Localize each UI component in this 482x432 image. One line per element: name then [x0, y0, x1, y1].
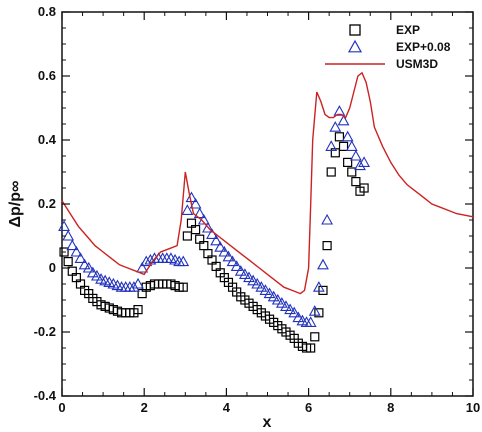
y-tick-label: 0 [49, 260, 56, 275]
data-point-exp-0-08 [218, 245, 231, 257]
x-tick-label: 10 [466, 400, 480, 415]
data-point-exp [190, 225, 201, 235]
y-tick-label: 0.4 [38, 132, 57, 147]
data-point-exp-0-08 [333, 105, 346, 116]
data-point-exp-0-08 [329, 121, 342, 132]
data-point-exp [310, 332, 320, 342]
plot-area [58, 71, 474, 353]
data-point-exp-0-08 [91, 269, 103, 281]
legend-label-exp: EXP [396, 23, 420, 37]
data-point-exp-0-08 [177, 255, 190, 267]
x-axis-label: x [263, 414, 272, 431]
data-point-exp [351, 177, 361, 187]
data-point-exp [318, 285, 328, 295]
y-tick-label: 0.8 [38, 4, 56, 19]
data-point-exp-0-08 [82, 261, 95, 273]
data-point-exp-0-08 [312, 281, 325, 292]
y-tick-label: -0.2 [34, 324, 56, 339]
data-point-exp-0-08 [132, 277, 144, 289]
data-point-exp-0-08 [255, 281, 268, 292]
data-point-exp-0-08 [288, 306, 301, 318]
data-point-exp [63, 257, 73, 267]
data-point-exp-0-08 [189, 197, 202, 209]
data-point-exp-0-08 [78, 258, 91, 270]
data-point-exp [182, 231, 192, 241]
data-point-exp-0-08 [284, 303, 297, 315]
data-point-exp-0-08 [349, 149, 362, 161]
data-point-exp-0-08 [345, 140, 358, 151]
legend-marker-exp [349, 24, 361, 36]
data-point-exp-0-08 [275, 297, 288, 308]
axes: 0 2 4 6 8 10 -0.4 -0.2 0 0.2 0.4 0.6 0.8 [34, 4, 481, 415]
data-point-exp-0-08 [201, 221, 214, 233]
legend-label-exp-0-08: EXP+0.08 [396, 40, 451, 54]
y-tick-label: -0.4 [34, 388, 57, 403]
data-point-exp [178, 282, 188, 292]
data-point-exp-0-08 [181, 204, 194, 215]
x-tick-label: 6 [305, 400, 312, 415]
data-point-exp-0-08 [210, 234, 223, 246]
data-point-exp-0-08 [325, 140, 338, 151]
data-point-exp [334, 132, 345, 142]
legend-marker-exp-0-08 [347, 39, 363, 53]
data-point-exp-0-08 [251, 277, 264, 289]
data-point-exp [326, 167, 336, 177]
data-point-exp-0-08 [267, 290, 280, 302]
x-tick-label: 2 [141, 400, 148, 415]
data-point-exp-0-08 [259, 284, 272, 295]
data-point-exp [338, 141, 349, 151]
data-point-exp-0-08 [222, 250, 235, 262]
y-axis-label: Δp/p∞ [7, 181, 24, 228]
data-point-exp-0-08 [247, 274, 260, 286]
data-point-exp-0-08 [140, 255, 153, 267]
data-point-exp-0-08 [238, 268, 251, 279]
data-point-exp [347, 167, 357, 177]
legend-label-usm3d: USM3D [396, 57, 438, 71]
x-tick-label: 4 [223, 400, 231, 415]
data-point-exp-0-08 [86, 266, 99, 278]
data-point-exp-0-08 [243, 271, 255, 283]
x-tick-label: 8 [387, 400, 394, 415]
data-point-exp-0-08 [136, 261, 149, 273]
data-point-exp-0-08 [214, 241, 227, 252]
data-point-exp-0-08 [354, 159, 366, 171]
data-point-exp-0-08 [317, 258, 329, 270]
data-point-exp [306, 343, 316, 353]
data-point-exp-0-08 [341, 130, 354, 142]
y-tick-label: 0.2 [38, 196, 56, 211]
data-point-exp-0-08 [66, 239, 79, 251]
data-point-exp [359, 183, 369, 193]
data-point-exp-0-08 [280, 300, 292, 311]
data-point-exp-0-08 [70, 245, 83, 257]
data-point-exp-0-08 [226, 255, 239, 267]
data-point-exp-0-08 [321, 213, 334, 225]
data-point-exp [343, 157, 353, 167]
y-tick-label: 0.6 [38, 68, 56, 83]
data-point-exp-0-08 [292, 311, 305, 323]
data-point-exp-0-08 [308, 305, 321, 316]
data-point-exp [133, 305, 143, 315]
data-point-exp-0-08 [74, 252, 87, 263]
data-point-exp-0-08 [230, 260, 243, 271]
x-tick-label: 0 [58, 400, 65, 415]
data-point-exp-0-08 [337, 114, 350, 126]
data-point-exp-0-08 [304, 316, 317, 327]
data-point-exp [314, 308, 324, 318]
data-point-exp [59, 247, 69, 257]
data-point-exp-0-08 [271, 293, 284, 305]
data-point-exp-0-08 [263, 287, 276, 299]
data-point-exp-0-08 [358, 156, 371, 167]
series-line-usm3d [61, 71, 474, 295]
data-point-exp [322, 241, 332, 251]
data-point-exp-0-08 [58, 220, 70, 231]
data-point-exp-0-08 [127, 281, 140, 292]
legend: EXP EXP+0.08 USM3D [325, 23, 451, 71]
data-point-exp-0-08 [234, 265, 247, 276]
